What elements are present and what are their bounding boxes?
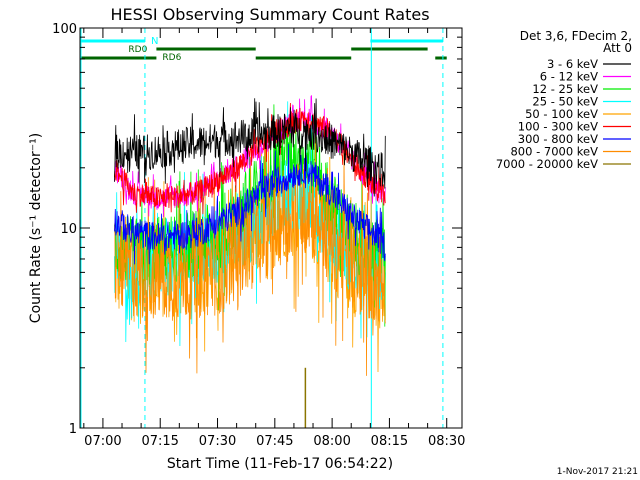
x-tick-label: 07:00: [84, 434, 121, 449]
legend-header-line1: Det 3,6, FDecim 2,: [520, 29, 632, 43]
y-axis-label: Count Rate (s⁻¹ detector⁻¹): [28, 133, 44, 323]
y-tick-label: 10: [60, 222, 77, 237]
rd0-bar-label: RD0: [128, 45, 147, 55]
legend-label: 300 - 800 keV: [518, 132, 598, 146]
x-axis-label: Start Time (11-Feb-17 06:54:22): [167, 456, 393, 472]
x-tick-label: 08:30: [428, 434, 465, 449]
legend-header-line2: Att 0: [603, 41, 632, 55]
chart-title: HESSI Observing Summary Count Rates: [110, 5, 429, 24]
x-tick-label: 07:30: [199, 434, 236, 449]
legend-label: 7000 - 20000 keV: [496, 157, 598, 171]
series-line-7: [114, 130, 386, 376]
legend-label: 800 - 7000 keV: [510, 145, 598, 159]
x-axis: 07:00 07:15 07:30 07:45 08:00 08:15 08:30: [83, 28, 465, 449]
legend-label: 100 - 300 keV: [518, 120, 598, 134]
y-axis: 1 10 100: [52, 22, 462, 437]
legend-label: 3 - 6 keV: [547, 57, 598, 71]
legend-label: 25 - 50 keV: [532, 95, 598, 109]
footer-date: 1-Nov-2017 21:21: [557, 467, 638, 477]
series-line-0: [114, 98, 386, 197]
legend-label: 12 - 25 keV: [532, 82, 598, 96]
y-tick-label: 1: [69, 422, 77, 437]
x-tick-label: 07:15: [141, 434, 178, 449]
legend-label: 6 - 12 keV: [540, 70, 598, 84]
x-tick-label: 08:15: [371, 434, 408, 449]
series-line-6: [114, 143, 386, 265]
rd6-bar-label: RD6: [162, 53, 181, 63]
x-tick-label: 07:45: [256, 434, 293, 449]
plot-area: N RD0 RD6: [80, 28, 447, 428]
legend-label: 50 - 100 keV: [525, 107, 598, 121]
n-bar-label: N: [151, 36, 158, 47]
y-tick-label: 100: [52, 22, 77, 37]
x-tick-label: 08:00: [313, 434, 350, 449]
